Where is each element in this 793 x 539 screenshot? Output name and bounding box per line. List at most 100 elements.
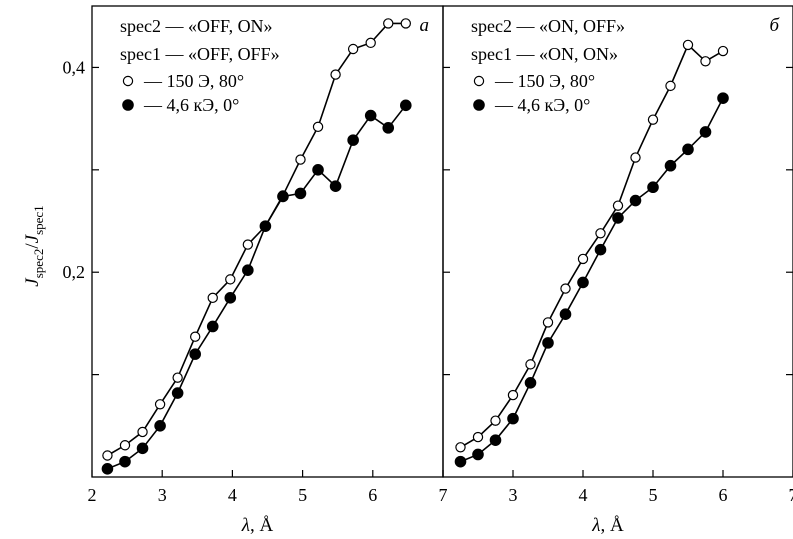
data-point-filled xyxy=(454,455,467,468)
y-axis-J: J xyxy=(22,277,43,287)
x-tick-label: 4 xyxy=(228,485,237,505)
data-point-open xyxy=(455,442,466,453)
series-line xyxy=(460,43,724,448)
x-tick-label: 5 xyxy=(298,485,307,505)
y-tick-label: 0,4 xyxy=(63,57,86,77)
data-point-open xyxy=(242,239,254,250)
x-tick-label: 6 xyxy=(719,485,728,505)
legend-spec2: spec2 — «OFF, ON» xyxy=(120,16,273,36)
data-point-filled xyxy=(629,194,642,207)
y-axis-J2: J xyxy=(22,233,43,243)
panel-letter: б xyxy=(769,15,780,36)
data-point-filled xyxy=(206,320,219,333)
data-point-open xyxy=(137,426,148,438)
data-point-filled xyxy=(364,109,377,122)
legend-marker-open xyxy=(122,75,134,87)
plot-frame xyxy=(442,5,793,478)
data-point-open xyxy=(682,39,694,51)
data-point-filled xyxy=(277,190,289,203)
x-axis-symbol: λ xyxy=(241,515,250,536)
data-point-filled xyxy=(312,164,324,176)
y-axis-sub-den: spec1 xyxy=(31,205,46,235)
data-point-open xyxy=(507,389,519,401)
data-point-open xyxy=(207,292,218,304)
data-point-open xyxy=(400,18,411,29)
legend-marker-filled xyxy=(473,99,485,111)
x-tick-label: 3 xyxy=(158,485,167,505)
legend-spec1: spec1 — «OFF, OFF» xyxy=(120,44,280,64)
data-point-open xyxy=(630,152,641,163)
data-point-open xyxy=(665,80,676,92)
x-tick-label: 3 xyxy=(509,485,518,505)
data-point-open xyxy=(577,253,589,265)
legend-marker-open xyxy=(473,75,485,87)
data-point-open xyxy=(647,114,659,125)
data-point-open xyxy=(312,121,324,133)
data-point-filled xyxy=(524,376,537,389)
series-filled xyxy=(454,92,729,468)
data-point-open xyxy=(490,415,501,426)
x-tick-label: 4 xyxy=(579,485,588,505)
series-open xyxy=(102,18,411,461)
data-point-open xyxy=(172,372,183,383)
data-point-filled xyxy=(242,264,254,276)
data-point-filled xyxy=(577,276,589,289)
data-point-filled xyxy=(647,181,659,194)
data-point-open xyxy=(383,18,394,29)
legend-spec2: spec2 — «ON, OFF» xyxy=(471,16,625,36)
x-tick-label: 6 xyxy=(368,485,377,505)
legend-spec1: spec1 — «ON, ON» xyxy=(471,44,618,64)
x-axis-unit: , Å xyxy=(250,515,274,536)
data-point-open xyxy=(347,43,359,55)
data-point-filled xyxy=(294,187,307,200)
x-tick-label: 2 xyxy=(88,485,97,505)
x-tick-label: 5 xyxy=(649,485,658,505)
legend-series-label: — 4,6 кЭ, 0° xyxy=(494,95,590,115)
x-axis-unit: , Å xyxy=(601,515,625,536)
data-point-filled xyxy=(189,348,201,360)
x-axis-title: λ, Å xyxy=(591,515,624,536)
data-point-filled xyxy=(612,212,624,224)
legend-series-label: — 4,6 кЭ, 0° xyxy=(143,95,239,115)
data-point-filled xyxy=(682,143,694,156)
data-point-open xyxy=(330,69,341,80)
data-point-filled xyxy=(717,92,729,104)
legend-series-label: — 150 Э, 80° xyxy=(494,71,595,91)
data-point-filled xyxy=(399,99,412,112)
data-point-filled xyxy=(594,243,607,256)
data-point-filled xyxy=(171,387,184,399)
data-point-filled xyxy=(542,337,554,349)
data-point-open xyxy=(542,317,554,328)
data-point-filled xyxy=(347,134,359,146)
data-point-open xyxy=(700,56,711,67)
data-point-filled xyxy=(664,159,677,172)
data-point-filled xyxy=(224,292,237,304)
data-point-filled xyxy=(699,126,712,138)
data-point-open xyxy=(225,274,236,285)
data-point-filled xyxy=(559,308,572,320)
data-point-filled xyxy=(489,434,502,446)
legend-series-label: — 150 Э, 80° xyxy=(143,71,244,91)
data-point-open xyxy=(472,431,484,443)
data-point-filled xyxy=(154,420,166,432)
data-point-open xyxy=(119,440,131,451)
data-point-filled xyxy=(507,412,519,425)
data-point-open xyxy=(525,359,536,370)
x-axis-title: λ, Å xyxy=(241,515,274,536)
data-point-filled xyxy=(329,180,342,193)
series-open xyxy=(455,39,729,453)
data-point-open xyxy=(102,450,113,461)
x-tick-label: 7 xyxy=(439,485,448,505)
y-axis-slash: / xyxy=(22,243,43,249)
data-point-open xyxy=(154,399,166,410)
data-point-open xyxy=(612,200,624,211)
data-point-filled xyxy=(472,448,484,461)
series-line xyxy=(107,104,407,470)
data-point-open xyxy=(595,228,606,239)
data-point-filled xyxy=(119,455,131,468)
panel-a: 2 3 4 5 6 7 0,2 0,4 λ, Å a spec2 — «OFF, ON» spec1 … xyxy=(63,5,448,536)
y-axis-sub-num: spec2 xyxy=(31,249,46,279)
series-filled xyxy=(101,99,412,475)
panel-letter: a xyxy=(420,15,430,36)
